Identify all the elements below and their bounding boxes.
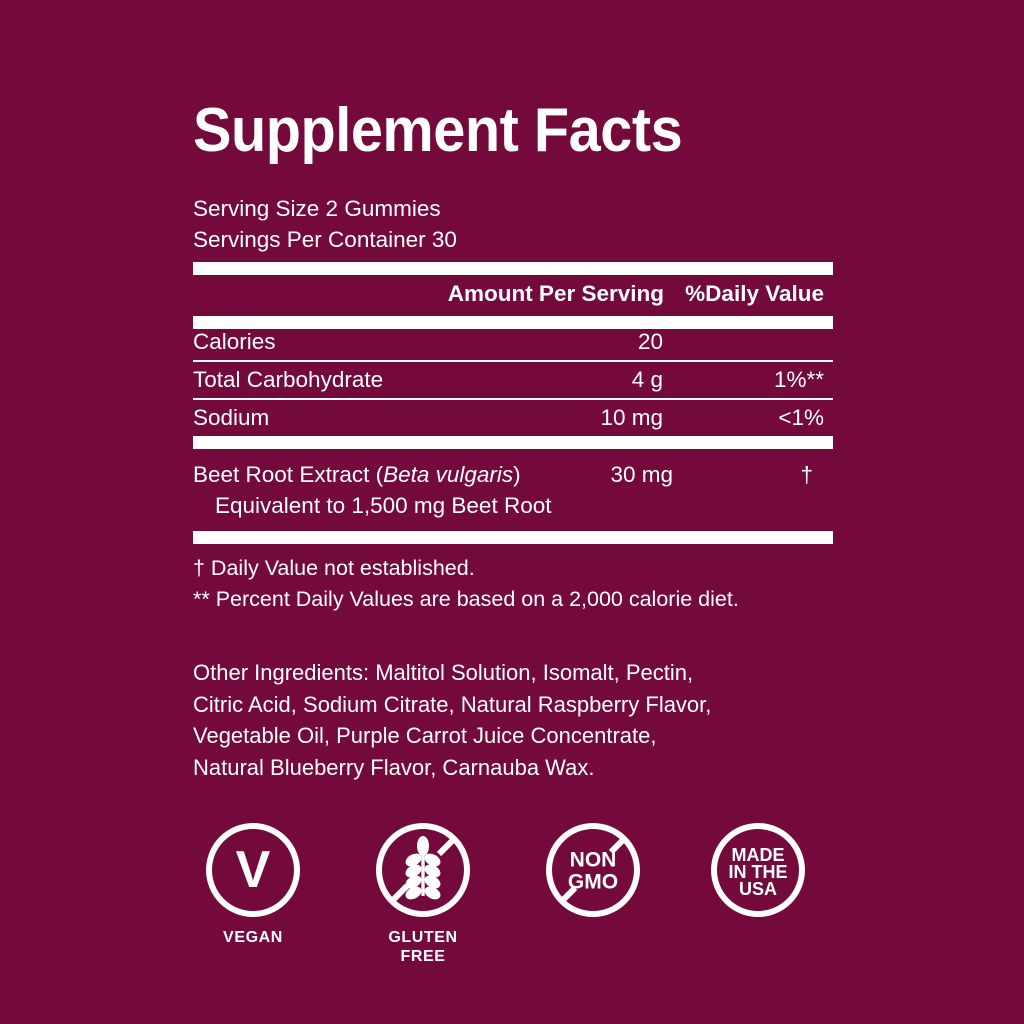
svg-text:USA: USA [739,879,777,899]
nutrient-name: Calories [193,329,276,354]
rule-row-divider [193,398,833,400]
other-ingredients-line: Natural Blueberry Flavor, Carnauba Wax. [193,754,595,780]
other-ingredients-line: Vegetable Oil, Purple Carrot Juice Conce… [193,723,657,748]
svg-text:V: V [236,841,271,899]
badge-non-gmo: NON GMO [533,820,653,928]
svg-text:IN THE: IN THE [728,862,787,882]
other-ingredients: Other Ingredients: Maltitol Solution, Is… [193,657,711,783]
nutrient-name: Total Carbohydrate [193,367,384,392]
no-wheat-icon [376,823,470,917]
rule-mid-thick [193,436,833,449]
column-header-amount: Amount Per Serving [447,281,664,306]
footnote-dagger: † Daily Value not established. [193,556,475,580]
vegan-circle-v-icon: V [206,823,300,917]
supplement-facts-panel: Supplement Facts Serving Size 2 Gummies … [193,0,833,1024]
ingredient-amount: 30 mg [610,462,673,487]
badge-vegan: V VEGAN [193,820,313,947]
other-ingredients-line: Citric Acid, Sodium Citrate, Natural Ras… [193,691,712,717]
certification-badges: V VEGAN [193,820,833,990]
footnotes: † Daily Value not established. ** Percen… [193,553,739,615]
badge-gluten-free: GLUTEN FREE [363,820,483,966]
servings-per-container: Servings Per Container 30 [193,227,457,252]
rule-header-thick [193,316,833,329]
page-title: Supplement Facts [193,96,683,165]
badge-made-in-usa: MADE IN THE USA [698,820,818,928]
badge-label: VEGAN [223,929,283,946]
svg-text:GMO: GMO [568,871,618,894]
ingredient-daily-value: † [800,462,813,487]
svg-text:NON: NON [570,849,617,872]
made-in-usa-icon: MADE IN THE USA [711,823,805,917]
serving-info: Serving Size 2 Gummies Servings Per Cont… [193,193,457,255]
ingredient-name: Beet Root Extract (Beta vulgaris) [193,462,521,488]
column-header-daily-value: %Daily Value [685,281,824,306]
non-gmo-icon: NON GMO [546,823,640,917]
other-ingredients-line: Other Ingredients: Maltitol Solution, Is… [193,660,694,685]
rule-top-thick [193,262,833,275]
rule-bottom-thick [193,531,833,544]
nutrient-daily-value: <1% [778,405,824,430]
footnote-asterisk: ** Percent Daily Values are based on a 2… [193,587,739,611]
nutrient-name: Sodium [193,405,270,430]
ingredient-name-prefix: Beet Root Extract ( [193,462,384,487]
ingredient-latin-name: Beta vulgaris [383,462,514,487]
ingredient-name-suffix: ) [513,462,521,487]
badge-label: GLUTEN FREE [388,929,458,965]
rule-row-divider [193,360,833,362]
nutrient-daily-value: 1%** [773,367,824,392]
nutrient-amount: 10 mg [600,405,663,430]
nutrient-amount: 20 [637,329,663,354]
nutrient-amount: 4 g [631,367,663,392]
serving-size: Serving Size 2 Gummies [193,196,441,221]
svg-text:MADE: MADE [732,845,785,865]
ingredient-subline: Equivalent to 1,500 mg Beet Root [215,493,552,518]
